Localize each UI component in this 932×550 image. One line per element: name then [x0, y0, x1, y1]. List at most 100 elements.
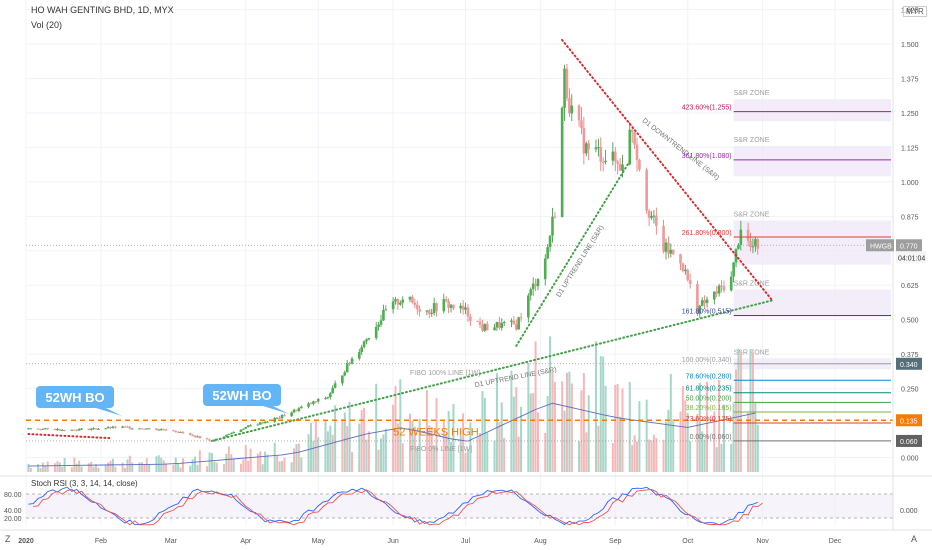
time-tick-label: Oct [682, 538, 693, 545]
volume-bar [160, 457, 163, 472]
volume-bar [614, 384, 617, 472]
candle-body [478, 321, 482, 325]
candle-body [599, 146, 603, 162]
volume-bar [334, 405, 337, 472]
candle-body [650, 216, 653, 218]
candle-body [495, 322, 499, 328]
stoch-d-line [33, 488, 763, 526]
volume-bar [754, 402, 757, 472]
volume-bar [278, 461, 281, 472]
candle-body [70, 429, 74, 431]
volume-bar [462, 413, 465, 472]
volume-bar [401, 443, 404, 472]
trendline [210, 299, 774, 442]
candle-body [280, 415, 284, 419]
candle-body [546, 247, 549, 259]
volume-bar [527, 362, 530, 472]
candle-body [174, 431, 178, 433]
candle-body [343, 372, 347, 376]
volume-bar [515, 387, 518, 472]
currency-label[interactable]: MYR [903, 6, 927, 17]
candle-body [459, 305, 463, 309]
time-tick-label: Jun [387, 538, 398, 545]
candle-body [309, 403, 313, 405]
candle-body [534, 283, 537, 287]
time-tick-label: Dec [829, 538, 842, 545]
volume-bar [189, 465, 192, 472]
volume-bar [283, 457, 286, 472]
candle-body [469, 316, 472, 321]
volume-bar [380, 438, 383, 472]
candle-body [628, 129, 632, 165]
volume-bar [367, 431, 370, 472]
volume-bar [498, 422, 501, 472]
price-tick-label: 0.000 [901, 455, 919, 462]
volume-bar [109, 460, 112, 472]
sr-zone-box [733, 146, 891, 177]
candle-body [328, 393, 332, 398]
candle-body [565, 68, 569, 99]
volume-bar [138, 462, 141, 472]
candle-body [80, 428, 83, 430]
candle-body [341, 375, 344, 384]
candle-body [413, 302, 417, 305]
volume-bar [529, 393, 532, 472]
fibo-top-badge [896, 357, 922, 370]
last-price-badge [896, 239, 922, 252]
volume-bar [495, 373, 498, 472]
volume-bar [611, 443, 614, 472]
candle-body [430, 313, 434, 315]
volume-bar [70, 467, 73, 472]
candle-body [543, 258, 547, 280]
candle-body [27, 428, 30, 430]
candle-body [242, 428, 245, 430]
volume-bar [157, 455, 160, 472]
time-tick-label: May [312, 538, 326, 545]
candle-body [297, 408, 301, 411]
symbol-badge [866, 239, 894, 252]
volume-bar [396, 423, 399, 472]
candle-body [570, 105, 574, 114]
candle-body [577, 105, 581, 121]
volume-bar [78, 460, 81, 472]
candle-body [720, 285, 723, 287]
candle-body [295, 409, 298, 411]
volume-bar [684, 400, 687, 472]
auto-scale-button[interactable]: A [911, 534, 918, 544]
candle-body [601, 161, 605, 163]
volume-bar [747, 412, 750, 472]
volume-bar [587, 395, 590, 472]
candle-body [104, 428, 107, 430]
volume-bar [126, 459, 129, 472]
candle-body [29, 428, 33, 430]
candle-body [249, 425, 252, 427]
candle-body [502, 322, 506, 324]
volume-bar [225, 453, 228, 472]
candle-body [536, 279, 540, 287]
candle-body [159, 429, 163, 431]
candle-body [681, 263, 685, 272]
price-tick-label: 0.875 [901, 214, 919, 221]
timezone-button[interactable]: Z [5, 534, 11, 544]
volume-bar [520, 406, 523, 472]
time-tick-label: Feb [95, 538, 107, 545]
fib-label: 50.00%(0.200) [686, 395, 732, 402]
candle-body [688, 280, 692, 284]
candle-body [514, 324, 518, 330]
candle-body [114, 426, 117, 428]
volume-bar [544, 432, 547, 472]
time-tick-label: 2020 [18, 538, 34, 545]
volume-bar [196, 464, 199, 472]
candle-body [645, 169, 648, 211]
candle-body [684, 269, 687, 272]
volume-bar [121, 462, 124, 472]
volume-bar [326, 431, 329, 472]
volume-bar [73, 457, 76, 472]
candle-body [273, 418, 277, 422]
candle-body [447, 300, 450, 308]
volume-bar [749, 349, 752, 472]
candle-body [418, 309, 421, 312]
candle-body [754, 239, 757, 247]
candle-body [60, 430, 64, 432]
